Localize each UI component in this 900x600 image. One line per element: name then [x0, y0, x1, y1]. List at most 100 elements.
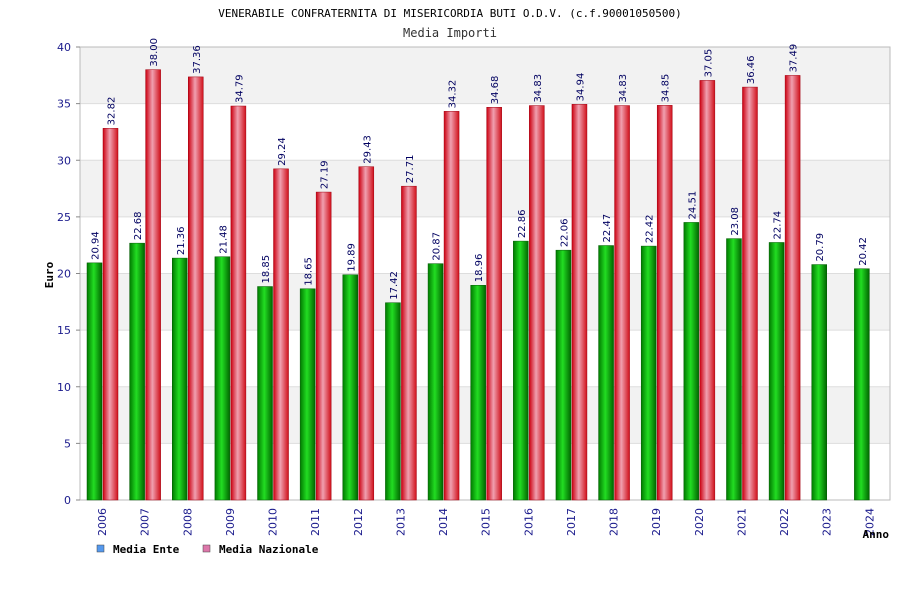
x-tick-label-2013: 2013	[394, 508, 407, 536]
bar-media-ente-2007	[129, 242, 145, 501]
data-label-media-nazionale-2015: 34.68	[490, 76, 501, 105]
x-tick-label-2009: 2009	[224, 508, 237, 536]
bar-media-nazionale-2009	[230, 105, 247, 501]
data-label-media-nazionale-2010: 29.24	[277, 137, 288, 166]
data-label-media-nazionale-2009: 34.79	[234, 74, 245, 103]
bar-media-ente-2023	[811, 264, 827, 501]
bar-media-nazionale-2021	[742, 86, 758, 501]
x-tick-label-2011: 2011	[309, 508, 322, 536]
bar-media-ente-2008	[172, 257, 188, 501]
data-label-media-nazionale-2008: 37.36	[192, 45, 203, 74]
data-label-media-nazionale-2014: 34.32	[448, 80, 459, 109]
x-tick-label-2016: 2016	[522, 508, 535, 536]
data-label-media-ente-2023: 20.79	[815, 233, 826, 262]
x-tick-label-2010: 2010	[267, 508, 280, 536]
x-tick-label-2021: 2021	[735, 508, 748, 536]
bar-media-ente-2016	[513, 240, 529, 501]
bar-media-nazionale-2008	[188, 76, 204, 501]
y-tick-label: 5	[64, 437, 71, 450]
data-label-media-nazionale-2007: 38.00	[149, 38, 160, 67]
x-axis-label: Anno	[863, 528, 890, 541]
bar-media-ente-2012	[342, 274, 359, 501]
data-label-media-ente-2016: 22.86	[517, 209, 528, 238]
data-label-media-nazionale-2021: 36.46	[746, 55, 757, 84]
bar-media-ente-2006	[86, 262, 103, 501]
data-label-media-nazionale-2022: 37.49	[789, 44, 800, 73]
y-tick-label: 40	[57, 41, 71, 54]
data-label-media-ente-2012: 19.89	[346, 243, 357, 272]
data-label-media-ente-2021: 23.08	[730, 207, 741, 236]
chart-title: VENERABILE CONFRATERNITA DI MISERICORDIA…	[218, 7, 682, 20]
bar-media-ente-2020	[683, 222, 700, 501]
bar-media-nazionale-2012	[358, 166, 375, 501]
data-label-media-ente-2009: 21.48	[218, 225, 229, 254]
bar-media-nazionale-2015	[486, 106, 502, 501]
bar-media-nazionale-2010	[273, 168, 289, 501]
bar-media-nazionale-2022	[784, 75, 801, 501]
bar-media-ente-2015	[470, 285, 486, 501]
bar-media-nazionale-2017	[571, 104, 588, 501]
data-label-media-ente-2020: 24.51	[687, 191, 698, 220]
x-tick-label-2024: 2024	[863, 508, 876, 536]
bar-media-nazionale-2013	[401, 185, 417, 501]
legend: Media Ente Media Nazionale	[96, 543, 319, 556]
y-axis-ticks: 0 5 10 15 20 25 30 35 40	[57, 41, 80, 507]
y-tick-label: 35	[57, 98, 71, 111]
y-tick-label: 15	[57, 324, 71, 337]
bar-media-nazionale-2019	[656, 105, 673, 501]
bar-media-ente-2019	[640, 245, 657, 501]
bar-media-ente-2018	[598, 245, 614, 501]
y-tick-label: 20	[57, 268, 71, 281]
bar-media-nazionale-2007	[145, 69, 161, 501]
x-tick-label-2008: 2008	[181, 508, 194, 536]
data-label-media-ente-2015: 18.96	[474, 254, 485, 283]
data-labels: 20.94 32.82 22.68 38.00 21.36 37.36 21.48 34.79…	[91, 38, 869, 300]
legend-label-media-nazionale: Media Nazionale	[219, 543, 319, 556]
legend-swatch-media-ente	[96, 544, 105, 553]
data-label-media-nazionale-2017: 34.94	[575, 73, 586, 102]
chart-subtitle: Media Importi	[403, 26, 497, 40]
y-tick-label: 30	[57, 154, 71, 167]
x-tick-label-2019: 2019	[650, 508, 663, 536]
data-label-media-nazionale-2016: 34.83	[533, 74, 544, 103]
bar-media-nazionale-2016	[529, 105, 545, 501]
data-label-media-ente-2008: 21.36	[176, 226, 187, 255]
data-label-media-ente-2019: 22.42	[645, 214, 656, 243]
x-tick-label-2006: 2006	[96, 508, 109, 536]
x-tick-label-2007: 2007	[139, 508, 152, 536]
bar-media-nazionale-2018	[614, 105, 630, 501]
legend-swatch-media-nazionale	[202, 544, 211, 553]
bar-media-ente-2024	[854, 268, 870, 501]
y-tick-label: 25	[57, 211, 71, 224]
x-tick-label-2014: 2014	[437, 508, 450, 536]
data-label-media-nazionale-2020: 37.05	[703, 49, 714, 78]
data-label-media-nazionale-2018: 34.83	[618, 74, 629, 103]
bar-media-nazionale-2014	[443, 111, 460, 501]
bar-media-ente-2013	[385, 302, 401, 501]
x-axis-ticks: 2006 2007 2008 2009 2010 2011 2012 2013 2014 2015…	[96, 508, 876, 536]
y-axis-label: Euro	[43, 261, 56, 288]
data-label-media-ente-2013: 17.42	[389, 271, 400, 300]
data-label-media-ente-2014: 20.87	[432, 232, 443, 261]
x-tick-label-2020: 2020	[693, 508, 706, 536]
bar-media-ente-2010	[257, 286, 273, 501]
bar-media-nazionale-2020	[699, 80, 716, 501]
x-tick-label-2012: 2012	[352, 508, 365, 536]
bar-media-ente-2009	[214, 256, 231, 501]
data-label-media-ente-2024: 20.42	[858, 237, 869, 266]
legend-label-media-ente: Media Ente	[113, 543, 180, 556]
data-label-media-ente-2007: 22.68	[133, 212, 144, 241]
data-label-media-nazionale-2006: 32.82	[107, 97, 118, 126]
data-label-media-ente-2010: 18.85	[261, 255, 272, 284]
data-label-media-ente-2018: 22.47	[602, 214, 613, 243]
bar-media-ente-2011	[299, 288, 316, 501]
y-tick-label: 0	[64, 494, 71, 507]
bar-media-ente-2021	[726, 238, 742, 501]
data-label-media-ente-2022: 22.74	[773, 211, 784, 240]
data-label-media-ente-2017: 22.06	[559, 219, 570, 248]
x-tick-label-2015: 2015	[480, 508, 493, 536]
data-label-media-nazionale-2011: 27.19	[320, 160, 331, 189]
bar-media-ente-2017	[555, 249, 572, 501]
bar-media-ente-2014	[427, 263, 444, 501]
